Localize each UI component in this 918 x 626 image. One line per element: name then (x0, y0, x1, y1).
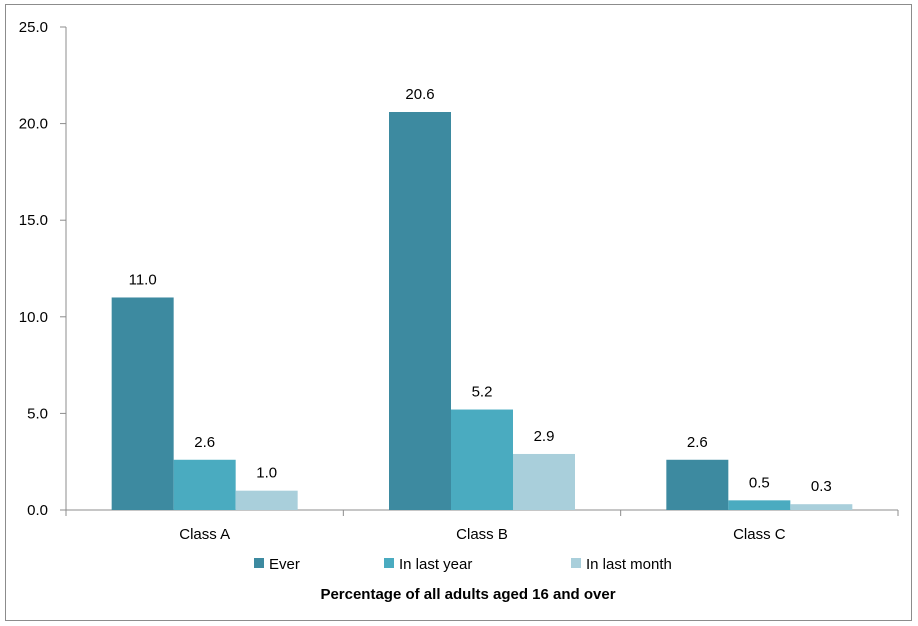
bar (728, 500, 791, 510)
y-tick-label: 10.0 (19, 309, 48, 326)
data-label: 0.3 (811, 478, 832, 495)
data-label: 20.6 (405, 86, 434, 103)
data-label: 0.5 (749, 474, 770, 491)
bar (389, 112, 451, 511)
data-label: 5.2 (472, 384, 493, 401)
data-label: 2.6 (194, 434, 215, 451)
y-tick-label: 5.0 (27, 405, 48, 422)
y-tick-label: 20.0 (19, 116, 48, 133)
bar (111, 297, 174, 510)
bar (451, 409, 513, 510)
legend-label: Ever (269, 556, 300, 573)
bar (666, 459, 729, 510)
x-category-label: Class B (456, 526, 508, 543)
legend-swatch (571, 558, 581, 568)
legend-swatch (254, 558, 264, 568)
y-tick-label: 15.0 (19, 212, 48, 229)
data-labels: 11.0 2.6 1.0 20.6 5.2 2.9 2.6 0.5 0.3 (129, 86, 832, 495)
y-tick-label: 25.0 (19, 19, 48, 36)
y-axis: 0.0 5.0 10.0 15.0 20.0 25.0 (19, 19, 67, 519)
bars (111, 112, 853, 511)
data-label: 1.0 (256, 465, 277, 482)
legend-label: In last year (399, 556, 472, 573)
y-tick-label: 0.0 (27, 502, 48, 519)
bar (173, 459, 236, 510)
data-label: 2.6 (687, 434, 708, 451)
x-category-label: Class C (733, 526, 786, 543)
data-label: 11.0 (129, 271, 157, 288)
x-category-label: Class A (179, 526, 230, 543)
x-axis: Class A Class B Class C (65, 509, 899, 543)
legend: Ever In last year In last month (254, 556, 672, 573)
bar (790, 504, 853, 510)
data-label: 2.9 (534, 428, 555, 445)
legend-swatch (384, 558, 394, 568)
x-axis-title: Percentage of all adults aged 16 and ove… (320, 586, 615, 603)
legend-label: In last month (586, 556, 672, 573)
bar (513, 453, 575, 510)
bar (235, 490, 298, 510)
